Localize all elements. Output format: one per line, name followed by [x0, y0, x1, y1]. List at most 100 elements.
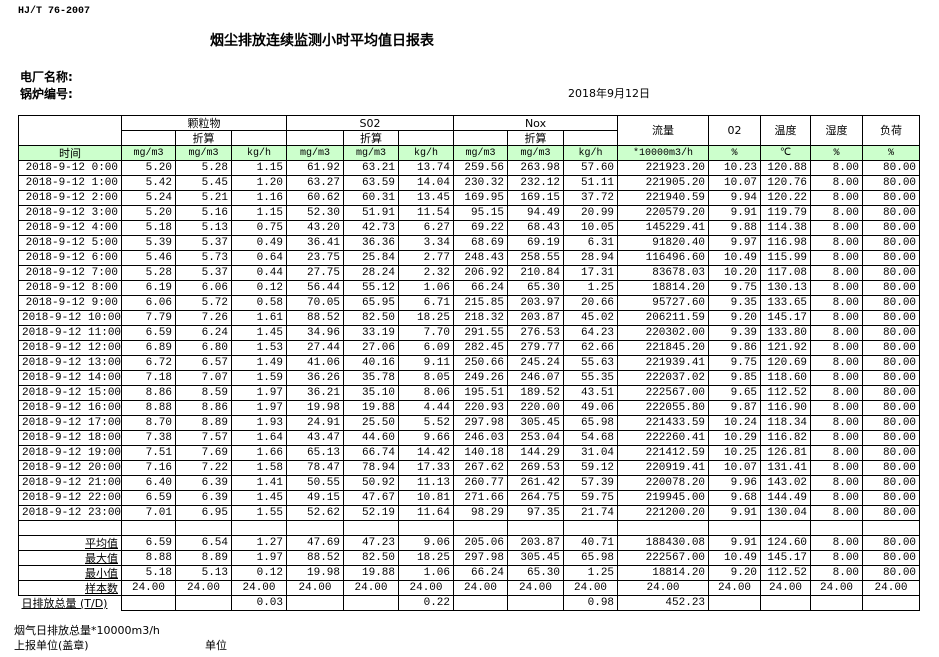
value-cell: 5.37 — [175, 265, 232, 281]
value-cell: 131.41 — [760, 460, 812, 476]
value-cell: 7.57 — [175, 430, 232, 446]
table-row: 2018-9-12 19:00 7.51 7.69 1.66 65.13 66.74 14.… — [18, 445, 921, 461]
header-converted: 折算 — [507, 130, 565, 146]
value-cell: 297.98 — [453, 415, 509, 431]
value-cell: 8.00 — [810, 205, 864, 221]
value-cell: 20.66 — [563, 295, 619, 311]
time-cell: 2018-9-12 20:00 — [18, 460, 122, 476]
value-cell: 2.77 — [398, 250, 455, 266]
value-cell: 1.06 — [398, 280, 455, 296]
value-cell: 11.54 — [398, 205, 455, 221]
value-cell: 1.61 — [230, 310, 288, 326]
summary-label: 最小值 — [18, 565, 122, 581]
value-cell: 59.12 — [563, 460, 619, 476]
value-cell: 80.00 — [862, 340, 921, 356]
value-cell: 121.92 — [760, 340, 812, 356]
value-cell: 1.49 — [230, 355, 288, 371]
value-cell: 195.51 — [453, 385, 509, 401]
value-cell: 80.00 — [862, 295, 921, 311]
summary-label: 平均值 — [18, 535, 122, 551]
value-cell: 18.25 — [398, 310, 455, 326]
value-cell: 120.69 — [760, 355, 812, 371]
value-cell: 17.31 — [563, 265, 619, 281]
flue-gas-total-label: 烟气日排放总量*10000m3/h — [14, 624, 160, 637]
value-cell: 7.22 — [175, 460, 232, 476]
summary-label: 最大值 — [18, 550, 122, 566]
value-cell: 43.51 — [563, 385, 619, 401]
time-cell: 2018-9-12 5:00 — [18, 235, 122, 251]
unit-cell: % — [810, 145, 864, 161]
value-cell: 66.24 — [453, 280, 509, 296]
value-cell: 8.00 — [810, 475, 864, 491]
value-cell: 1.58 — [230, 460, 288, 476]
value-cell: 6.57 — [175, 355, 232, 371]
value-cell: 52.62 — [286, 505, 345, 521]
summary-value: 47.23 — [343, 535, 400, 551]
value-cell: 65.95 — [343, 295, 400, 311]
value-cell: 7.70 — [398, 325, 455, 341]
value-cell: 219945.00 — [617, 490, 710, 506]
value-cell: 9.88 — [708, 220, 762, 236]
value-cell: 69.19 — [507, 235, 565, 251]
value-cell: 264.75 — [507, 490, 565, 506]
value-cell: 0.12 — [230, 280, 288, 296]
value-cell: 8.00 — [810, 460, 864, 476]
value-cell: 0.64 — [230, 250, 288, 266]
value-cell: 8.88 — [121, 400, 176, 416]
table-row: 2018-9-12 6:00 5.46 5.73 0.64 23.75 25.84 2.77… — [18, 250, 921, 266]
value-cell: 8.00 — [810, 400, 864, 416]
value-cell: 10.07 — [708, 175, 762, 191]
value-cell: 50.55 — [286, 475, 345, 491]
value-cell: 269.53 — [507, 460, 565, 476]
value-cell: 8.70 — [121, 415, 176, 431]
standard-code: HJ/T 76-2007 — [18, 6, 91, 17]
value-cell: 1.59 — [230, 370, 288, 386]
value-cell: 1.55 — [230, 505, 288, 521]
value-cell: 1.45 — [230, 325, 288, 341]
time-cell: 2018-9-12 13:00 — [18, 355, 122, 371]
value-cell: 5.28 — [121, 265, 176, 281]
value-cell: 27.75 — [286, 265, 345, 281]
value-cell: 118.34 — [760, 415, 812, 431]
summary-row: 最大值 8.88 8.89 1.97 88.52 82.50 18.25 297.98 305.… — [18, 550, 921, 566]
table-row: 2018-9-12 4:00 5.18 5.13 0.75 43.20 42.73 6.27… — [18, 220, 921, 236]
table-row: 2018-9-12 0:00 5.20 5.28 1.15 61.92 63.21 13.7… — [18, 160, 921, 176]
value-cell: 6.89 — [121, 340, 176, 356]
value-cell: 6.40 — [121, 475, 176, 491]
summary-value: 18814.20 — [617, 565, 710, 581]
value-cell: 61.92 — [286, 160, 345, 176]
table-row: 2018-9-12 9:00 6.06 5.72 0.58 70.05 65.95 6.71… — [18, 295, 921, 311]
value-cell: 42.73 — [343, 220, 400, 236]
value-cell: 8.06 — [398, 385, 455, 401]
summary-value: 222567.00 — [617, 550, 710, 566]
header-flow: 流量 — [617, 115, 710, 146]
value-cell: 65.98 — [563, 415, 619, 431]
value-cell: 8.05 — [398, 370, 455, 386]
value-cell: 60.62 — [286, 190, 345, 206]
value-cell: 8.00 — [810, 385, 864, 401]
value-cell: 82.50 — [343, 310, 400, 326]
value-cell: 305.45 — [507, 415, 565, 431]
value-cell: 246.03 — [453, 430, 509, 446]
value-cell: 64.23 — [563, 325, 619, 341]
value-cell: 27.06 — [343, 340, 400, 356]
value-cell: 8.86 — [121, 385, 176, 401]
value-cell: 0.58 — [230, 295, 288, 311]
value-cell: 220919.41 — [617, 460, 710, 476]
time-cell: 2018-9-12 2:00 — [18, 190, 122, 206]
value-cell: 143.02 — [760, 475, 812, 491]
value-cell: 8.00 — [810, 445, 864, 461]
summary-value: 24.00 — [617, 580, 710, 596]
summary-value: 1.27 — [230, 535, 288, 551]
value-cell: 222260.41 — [617, 430, 710, 446]
value-cell: 5.42 — [121, 175, 176, 191]
boiler-number-label: 锅炉编号: — [20, 87, 73, 101]
value-cell: 9.94 — [708, 190, 762, 206]
time-cell: 2018-9-12 6:00 — [18, 250, 122, 266]
time-cell: 2018-9-12 4:00 — [18, 220, 122, 236]
unit-cell: kg/h — [230, 145, 288, 161]
value-cell: 8.00 — [810, 430, 864, 446]
table-row: 2018-9-12 8:00 6.19 6.06 0.12 56.44 55.12 1.06… — [18, 280, 921, 296]
value-cell: 9.75 — [708, 355, 762, 371]
value-cell: 80.00 — [862, 220, 921, 236]
